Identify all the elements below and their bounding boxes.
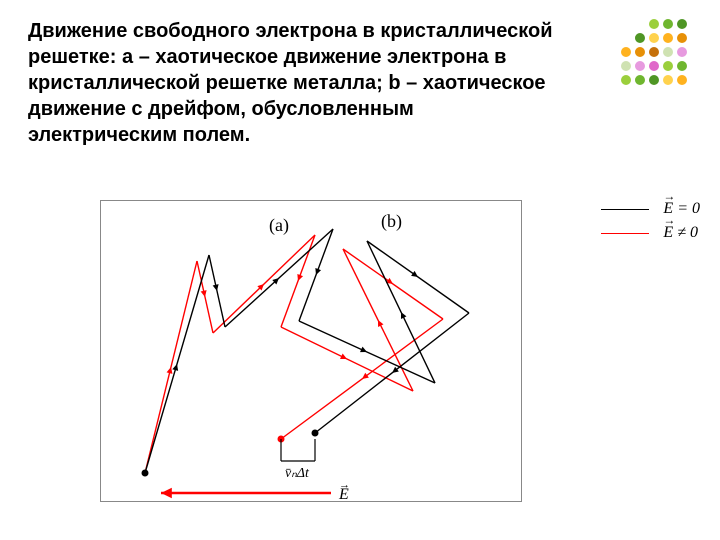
electron-path-diagram: v̄ₙΔtE→	[101, 201, 521, 501]
legend-swatch-black	[601, 209, 649, 210]
legend-row-e-nonzero: E ≠ 0	[601, 224, 700, 242]
legend-text-e-nonzero: E ≠ 0	[663, 224, 698, 242]
legend-swatch-red	[601, 233, 649, 234]
svg-text:→: →	[339, 479, 350, 491]
page-title: Движение свободного электрона в кристалл…	[28, 18, 568, 148]
legend: E = 0 E ≠ 0	[601, 200, 700, 248]
svg-text:v̄ₙΔt: v̄ₙΔt	[285, 466, 310, 481]
diagram-border: v̄ₙΔtE→ (a) (b)	[100, 200, 522, 502]
corner-dots-decor	[616, 14, 706, 104]
diagram-area: v̄ₙΔtE→ (a) (b) E = 0 E ≠ 0	[100, 200, 660, 520]
label-b: (b)	[381, 211, 402, 232]
legend-row-e-zero: E = 0	[601, 200, 700, 218]
label-a: (a)	[269, 215, 289, 236]
